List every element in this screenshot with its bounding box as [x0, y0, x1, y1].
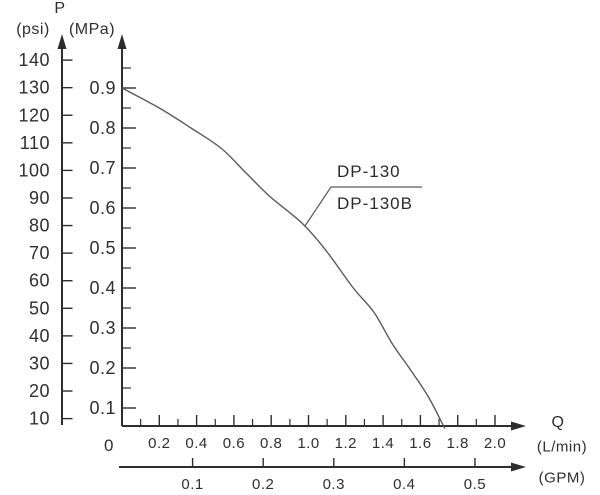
gpm-axis-arrow-icon: [511, 462, 526, 472]
y-axis-psi-unit-label: (psi): [16, 21, 50, 38]
lmin-tick-label: 1.4: [372, 435, 394, 452]
curve-label-dp130b: DP-130B: [337, 194, 413, 213]
mpa-tick-label: 0.2: [89, 358, 116, 378]
mpa-tick-label: 0.5: [89, 238, 116, 258]
gpm-tick-label: 0.1: [181, 476, 203, 493]
lmin-tick-label: 1.0: [297, 435, 319, 452]
mpa-tick-label: 0.9: [89, 78, 116, 98]
psi-tick-label: 40: [29, 326, 50, 346]
lmin-tick-label: 1.8: [447, 435, 469, 452]
mpa-tick-label: 0.6: [89, 198, 116, 218]
gpm-tick-label: 0.5: [464, 476, 486, 493]
lmin-tick-label: 0.8: [260, 435, 282, 452]
callout-leader-line: [304, 186, 422, 227]
psi-tick-label: 90: [29, 188, 50, 208]
mpa-tick-label: 0.1: [89, 398, 116, 418]
x-axis-quantity-label: Q: [551, 414, 565, 431]
lmin-tick-label: 0.4: [185, 435, 207, 452]
lmin-tick-label: 1.2: [335, 435, 357, 452]
y-axis-quantity-label: P: [54, 0, 66, 17]
gpm-tick-label: 0.3: [323, 476, 345, 493]
x-axis-gpm-unit-label: (GPM): [538, 469, 586, 487]
lmin-axis-arrow-icon: [511, 421, 526, 431]
psi-tick-label: 70: [29, 243, 50, 263]
mpa-tick-label: 0.4: [89, 278, 116, 298]
psi-tick-label: 30: [29, 353, 50, 373]
psi-tick-label: 50: [29, 298, 50, 318]
psi-tick-label: 60: [29, 271, 50, 291]
gpm-tick-label: 0.2: [252, 476, 274, 493]
curve-label-dp130: DP-130: [337, 162, 401, 181]
mpa-tick-label: 0.3: [89, 318, 116, 338]
psi-axis-arrow-icon: [57, 34, 67, 49]
mpa-tick-label: 0.8: [89, 118, 116, 138]
psi-tick-label: 20: [29, 381, 50, 401]
psi-tick-label: 100: [18, 160, 50, 180]
y-axis-mpa-unit-label: (MPa): [68, 21, 116, 38]
psi-tick-label: 110: [20, 133, 50, 153]
psi-tick-label: 140: [18, 50, 50, 70]
lmin-tick-label: 0.2: [148, 435, 170, 452]
lmin-tick-label: 2.0: [484, 435, 506, 452]
psi-tick-label: 130: [18, 78, 50, 98]
gpm-tick-label: 0.4: [393, 476, 415, 493]
mpa-axis-arrow-icon: [117, 34, 127, 49]
origin-label: 0: [104, 436, 114, 455]
lmin-tick-label: 0.6: [223, 435, 245, 452]
x-axis-lmin-unit-label: (L/min): [536, 438, 588, 456]
psi-tick-label: 80: [29, 216, 50, 236]
psi-tick-label: 10: [29, 409, 50, 429]
psi-tick-label: 120: [18, 105, 50, 125]
lmin-tick-label: 1.6: [409, 435, 431, 452]
mpa-tick-label: 0.7: [89, 158, 116, 178]
performance-curve: [121, 87, 446, 429]
